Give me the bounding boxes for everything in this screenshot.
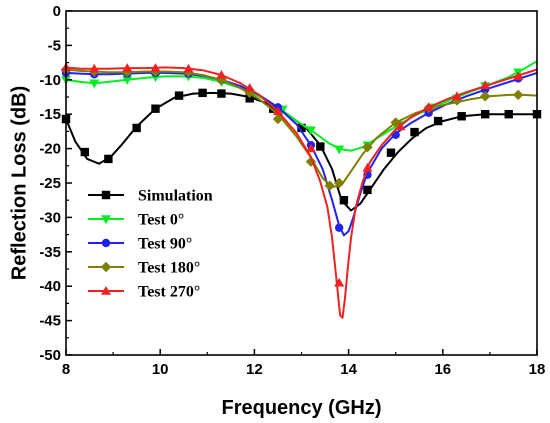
data-point <box>362 162 373 172</box>
data-point <box>150 63 161 72</box>
data-point <box>504 110 513 119</box>
data-point <box>362 142 373 153</box>
data-point <box>272 106 283 116</box>
data-point <box>457 112 466 121</box>
data-point <box>122 76 133 85</box>
y-tick-label: -30 <box>39 209 61 226</box>
data-point <box>269 104 278 113</box>
data-point <box>217 89 226 98</box>
legend-item-test-0deg: Test 0° <box>88 212 184 229</box>
data-point <box>216 69 227 79</box>
data-point <box>272 113 284 125</box>
data-point <box>305 126 316 136</box>
x-tick-label: 16 <box>434 361 451 378</box>
data-point <box>122 63 133 72</box>
y-tick-label: -40 <box>39 278 61 295</box>
x-tick-label: 18 <box>529 361 546 378</box>
y-tick-label: 0 <box>53 3 61 20</box>
data-point <box>390 117 401 128</box>
x-tick-label: 14 <box>340 361 357 378</box>
legend: Simulation Test 0° Test 90° Test 180° Test 2… <box>88 188 213 301</box>
data-point <box>198 88 207 98</box>
data-point <box>451 91 462 101</box>
data-point <box>423 102 434 112</box>
data-point <box>244 83 255 92</box>
data-point <box>339 196 349 205</box>
data-point <box>316 142 325 151</box>
legend-marker <box>101 215 111 224</box>
y-tick-label: -25 <box>39 175 61 192</box>
axes: 8 10 12 14 16 18 0 -5 -10 -15 -20 -25 -30 -35 -40 -45 -5… <box>39 3 545 378</box>
data-point <box>479 91 491 102</box>
series-line <box>65 71 538 237</box>
data-point <box>480 80 491 90</box>
legend-marker <box>101 190 111 200</box>
data-point <box>104 154 113 164</box>
data-point <box>89 63 100 73</box>
y-axis-title: Reflection Loss (dB) <box>8 86 30 280</box>
x-tick-label: 10 <box>152 361 169 378</box>
x-tick-label: 12 <box>246 361 263 378</box>
y-tick-label: -10 <box>39 72 61 89</box>
y-tick-label: -20 <box>39 141 61 158</box>
series-test-270deg <box>61 62 538 319</box>
y-tick-label: -45 <box>39 313 61 330</box>
y-tick-label: -50 <box>39 347 61 364</box>
data-point <box>183 63 194 73</box>
data-point <box>410 127 419 137</box>
data-point <box>245 94 254 103</box>
legend-label: Test 270° <box>138 284 200 301</box>
data-point <box>244 87 255 99</box>
legend-marker <box>100 261 112 273</box>
data-point <box>334 145 345 155</box>
data-point <box>89 79 100 89</box>
data-point <box>512 89 524 101</box>
legend-label: Test 0° <box>138 212 184 229</box>
data-point <box>333 177 345 189</box>
data-point <box>334 277 345 287</box>
y-tick-label: -5 <box>48 37 61 54</box>
data-point <box>386 148 396 157</box>
data-point <box>174 91 184 100</box>
series-simulation <box>61 88 542 212</box>
x-tick-label: 8 <box>62 361 70 378</box>
legend-item-test-270deg: Test 270° <box>88 284 200 301</box>
data-point <box>80 147 90 157</box>
plot-area <box>60 60 542 319</box>
series-line <box>65 66 538 319</box>
legend-marker <box>101 286 111 295</box>
y-tick-label: -35 <box>39 244 61 261</box>
data-point <box>324 180 335 191</box>
legend-item-test-90deg: Test 90° <box>88 236 192 253</box>
legend-item-test-180deg: Test 180° <box>88 260 200 277</box>
data-point <box>363 185 372 195</box>
y-tick-label: -15 <box>39 106 61 123</box>
series-line <box>65 60 538 152</box>
legend-marker <box>101 238 111 248</box>
series-line <box>65 91 537 212</box>
legend-label: Simulation <box>138 188 213 205</box>
data-point <box>132 123 141 133</box>
x-axis-title: Frequency (GHz) <box>221 397 381 419</box>
data-point <box>395 121 406 131</box>
legend-label: Test 180° <box>138 260 200 277</box>
data-point <box>151 104 160 113</box>
data-point <box>433 116 443 126</box>
data-point <box>480 110 490 119</box>
data-point <box>305 143 316 153</box>
data-point <box>513 71 524 81</box>
plot-frame <box>65 10 538 356</box>
legend-item-simulation: Simulation <box>88 188 213 205</box>
data-point <box>297 123 306 133</box>
data-point <box>334 223 344 232</box>
legend-label: Test 90° <box>138 236 192 253</box>
